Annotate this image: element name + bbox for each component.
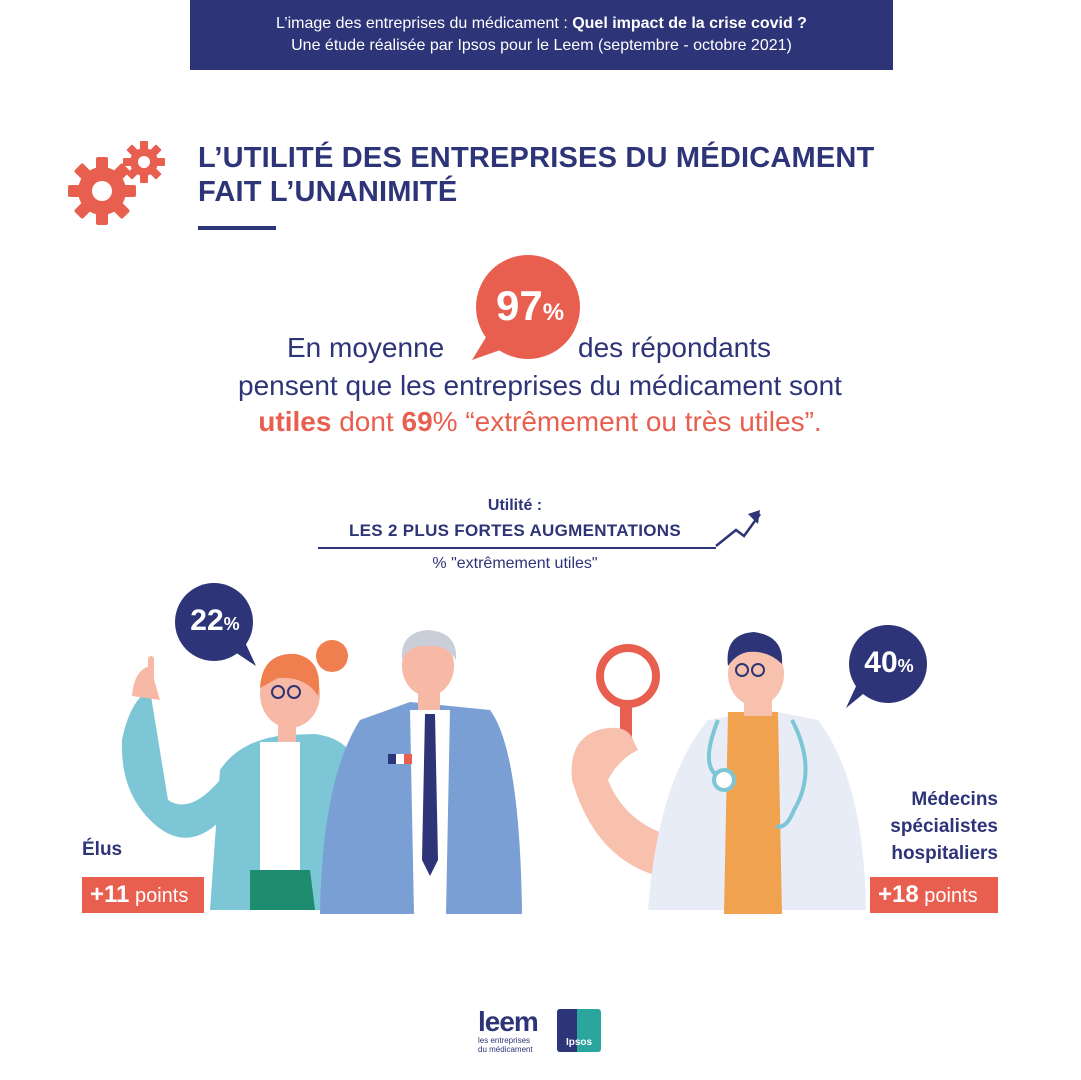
medecins-points-badge: +18 points xyxy=(870,877,998,913)
stat-line-3: utiles dont 69% “extrêmement ou très uti… xyxy=(258,406,822,437)
leem-logo: leem les entreprises du médicament xyxy=(478,1006,539,1055)
banner-line-2: Une étude réalisée par Ipsos pour le Lee… xyxy=(291,37,792,54)
speech-bubble-elus xyxy=(175,583,256,666)
elus-illustration xyxy=(121,630,522,914)
elus-label: Élus xyxy=(82,839,123,860)
elus-points-badge: +11 points xyxy=(82,877,204,913)
banner-highlight: Quel impact de la crise covid ? xyxy=(572,15,807,32)
banner-line-1: L’image des entreprises du médicament : … xyxy=(276,15,807,32)
title-line-1: L’UTILITÉ DES ENTREPRISES DU MÉDICAMENT xyxy=(198,142,875,174)
stat-before: En moyenne xyxy=(287,332,445,363)
trend-arrow-icon xyxy=(715,510,762,547)
stat-after: des répondants xyxy=(578,332,772,363)
main-stat-value: 97% xyxy=(495,282,565,329)
utility-heading: Utilité : LES 2 PLUS FORTES AUGMENTATION… xyxy=(348,497,681,540)
header-banner: L’image des entreprises du médicament : … xyxy=(190,0,893,70)
speech-bubble-main xyxy=(472,255,580,360)
stat-line-2: pensent que les entreprises du médicamen… xyxy=(238,370,842,401)
title-line-2: FAIT L’UNANIMITÉ xyxy=(198,176,458,208)
gears-icon xyxy=(68,141,165,225)
utility-underline xyxy=(318,547,716,549)
page-title: L’UTILITÉ DES ENTREPRISES DU MÉDICAMENT … xyxy=(198,141,874,209)
speech-bubble-medecins xyxy=(846,625,927,708)
ipsos-logo: Ipsos xyxy=(557,1009,601,1052)
utility-subheading: % "extrêmement utiles" xyxy=(432,555,598,572)
medecins-value: 40% xyxy=(864,646,914,679)
title-underline xyxy=(198,226,276,230)
medecins-label: Médecins spécialistes hospitaliers xyxy=(890,789,998,864)
elus-value: 22% xyxy=(190,604,240,637)
medecins-illustration xyxy=(571,632,866,914)
